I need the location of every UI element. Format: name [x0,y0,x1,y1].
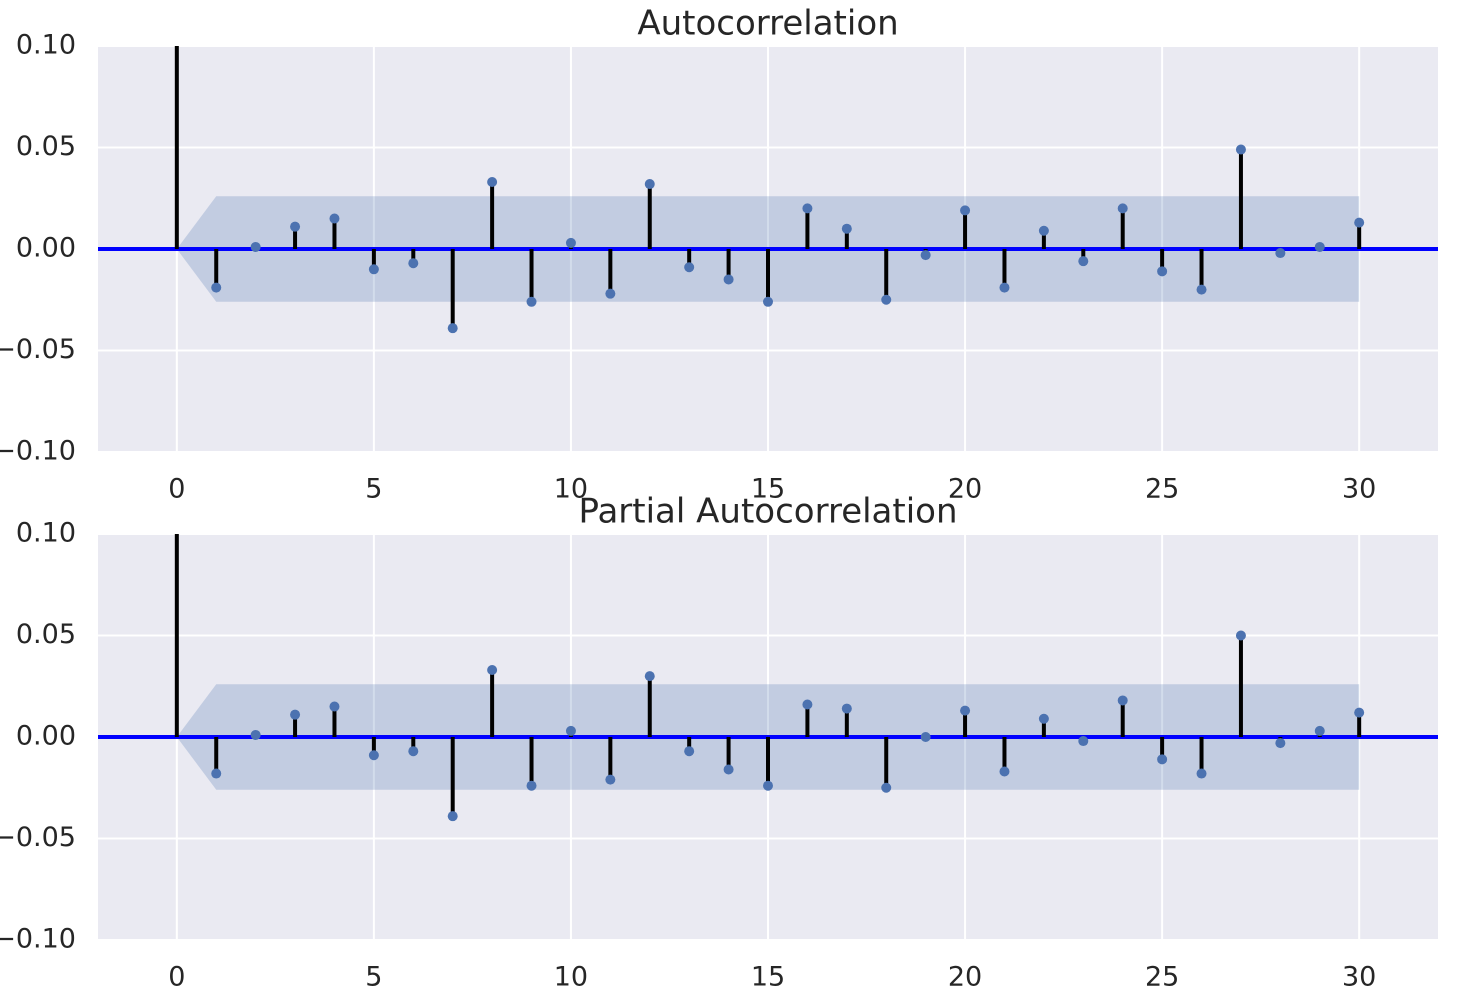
y-tick-label: 0.10 [16,518,76,549]
stem-marker [763,296,773,307]
stem-marker [408,746,419,757]
x-tick-label: 20 [948,962,982,993]
x-tick-label: 25 [1145,474,1179,505]
x-tick-label: 5 [365,474,382,505]
stem-marker [881,782,892,793]
stem-marker [290,221,301,232]
stem-marker [605,774,616,785]
stem-marker [841,703,852,714]
y-tick-label: −0.10 [0,924,76,955]
x-tick-label: 25 [1145,962,1179,993]
x-tick-label: 0 [168,962,185,993]
stem-marker [802,203,813,214]
stem-marker [487,665,498,676]
stem-marker [368,750,379,761]
stem-marker [329,213,340,224]
stem-marker [920,732,931,742]
stem-marker [723,274,734,285]
y-tick-label: −0.10 [0,436,76,467]
axes: −0.10 −0.05 0.00 0.05 0.10 0 5 10 15 20 25 30 Partia… [0,492,1438,993]
stem-marker [605,288,616,299]
stem-marker [211,768,222,779]
plot-area [98,46,1438,334]
stem-marker [1196,284,1207,295]
stem-marker [920,250,931,261]
stem-marker [1038,225,1049,236]
stem-marker [329,701,340,712]
axes: −0.10 −0.05 0.00 0.05 0.10 0 5 10 15 20 25 30 Autoco… [0,4,1438,505]
stem-marker [644,179,655,190]
stem-marker [841,223,852,234]
stem-marker [447,811,458,822]
stem-marker [1196,768,1207,779]
x-tick-label: 5 [365,962,382,993]
x-tick-label: 30 [1342,474,1376,505]
stem-marker [250,241,261,252]
stem-marker [250,729,261,740]
y-tick-label: 0.05 [16,131,76,162]
stem-marker [1354,707,1365,718]
stem-marker [1235,630,1246,641]
stem-marker [999,766,1010,777]
stem-marker [1314,725,1325,736]
stem-marker [644,671,655,682]
y-tick-label: 0.05 [16,619,76,650]
stem-marker [960,705,971,716]
stem-marker [1038,713,1049,724]
stem-marker [565,237,576,248]
stem-marker [960,205,971,216]
y-tick-label: 0.00 [16,721,76,752]
stem-marker [211,282,222,293]
stem-marker [526,780,537,791]
stem-marker [802,699,813,710]
stem-marker [290,709,301,720]
stem-marker [1117,203,1128,214]
y-tick-label: −0.05 [0,334,76,365]
stem-marker [1314,241,1325,252]
x-tick-label: 0 [168,474,185,505]
stem-marker [1157,754,1168,765]
stem-marker [487,177,498,188]
y-tick-label: −0.05 [0,822,76,853]
x-tick-label: 20 [948,474,982,505]
y-tick-label: 0.00 [16,233,76,264]
stem-marker [723,764,734,775]
stem-marker [565,725,576,736]
y-tick-label: 0.10 [16,30,76,61]
stem-marker [684,262,695,273]
chart-title: Autocorrelation [637,4,898,44]
stem-marker [999,282,1010,293]
plot-area [98,534,1438,822]
stem-marker [1117,695,1128,706]
stem-marker [881,294,892,305]
stem-marker [1275,248,1286,259]
x-tick-label: 10 [554,474,588,505]
x-tick-label: 15 [751,962,785,993]
stem-marker [1078,256,1089,267]
stem-marker [408,258,419,269]
x-tick-label: 10 [554,962,588,993]
stem-marker [1157,266,1168,277]
stem-marker [1235,144,1246,155]
stem-marker [763,780,773,791]
stem-marker [1078,736,1089,747]
stem-marker [1275,738,1286,749]
x-tick-label: 15 [751,474,785,505]
stem-marker [526,296,537,307]
chart-title: Partial Autocorrelation [578,492,957,532]
stem-marker [368,264,379,275]
stem-marker [684,746,695,757]
stem-marker [1354,217,1365,228]
x-tick-label: 30 [1342,962,1376,993]
stem-marker [447,323,458,334]
